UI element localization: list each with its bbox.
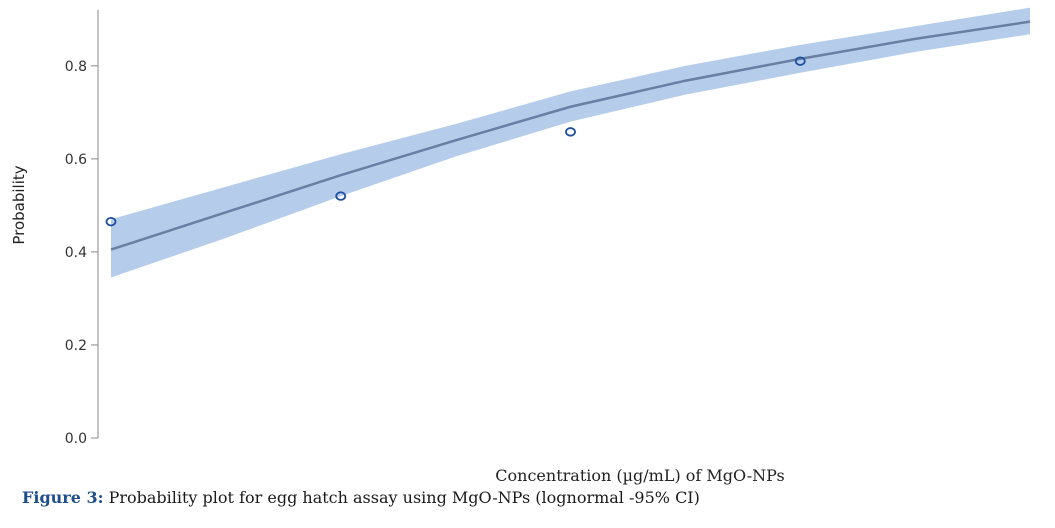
y-tick-label: 0.2 — [65, 338, 87, 354]
confidence-band — [111, 7, 1030, 278]
data-point — [105, 216, 117, 227]
data-point — [335, 191, 347, 201]
figure-label: Figure 3: — [22, 488, 104, 507]
y-tick-label: 0.6 — [65, 152, 87, 168]
data-points — [105, 56, 806, 227]
data-point — [794, 56, 806, 66]
y-axis-label: Probability — [10, 165, 28, 244]
figure-caption-text: Probability plot for egg hatch assay usi… — [108, 488, 700, 507]
y-tick-label: 0.0 — [65, 431, 87, 447]
x-axis-label: Concentration (µg/mL) of MgO-NPs — [495, 466, 784, 485]
fit-line — [110, 20, 1031, 251]
y-tick-label: 0.8 — [65, 59, 87, 75]
figure-caption: Figure 3: Probability plot for egg hatch… — [22, 488, 700, 507]
y-axis: 0.0 0.2 0.4 0.6 0.8 — [65, 10, 99, 447]
y-tick-label: 0.4 — [65, 245, 87, 261]
data-point — [565, 127, 576, 137]
